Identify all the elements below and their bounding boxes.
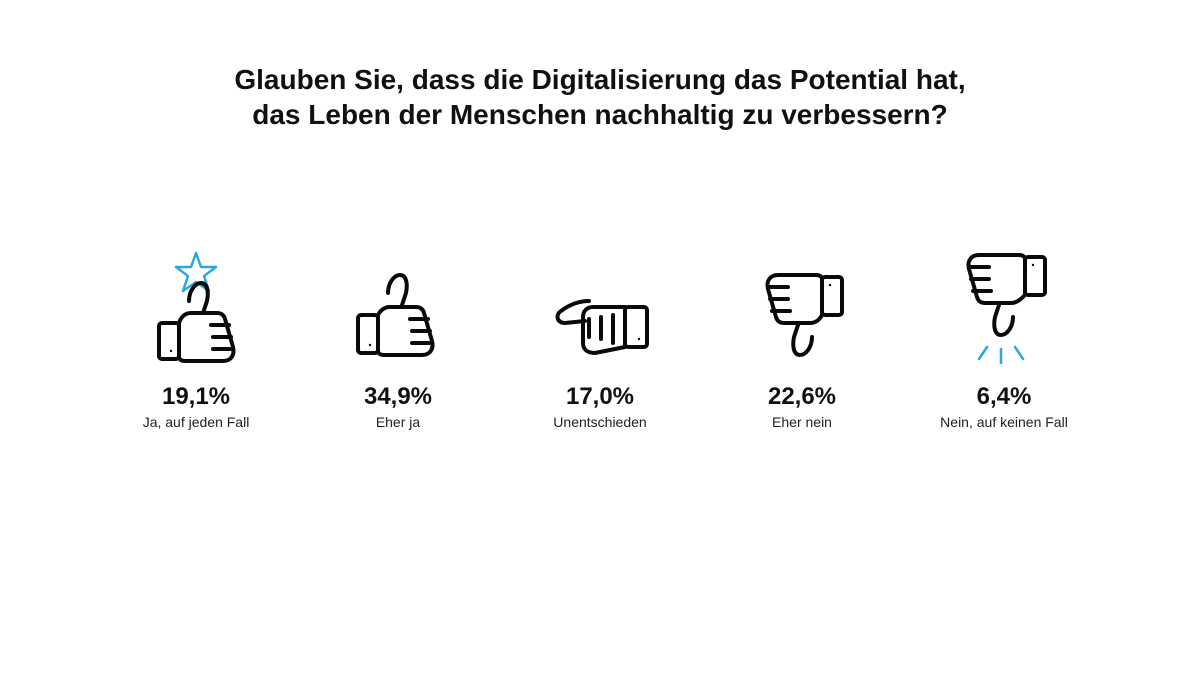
result-label-4: Nein, auf keinen Fall xyxy=(940,414,1068,430)
result-label-0: Ja, auf jeden Fall xyxy=(143,414,250,430)
result-item-1: 34,9% Eher ja xyxy=(323,247,473,430)
result-item-3: 22,6% Eher nein xyxy=(727,247,877,430)
result-pct-1: 34,9% xyxy=(364,383,432,411)
result-label-1: Eher ja xyxy=(376,414,420,430)
thumb-side-icon xyxy=(545,247,655,367)
result-label-3: Eher nein xyxy=(772,414,832,430)
result-pct-3: 22,6% xyxy=(768,383,836,411)
headline: Glauben Sie, dass die Digitalisierung da… xyxy=(234,62,965,132)
result-item-2: 17,0% Unentschieden xyxy=(525,247,675,430)
results-row: 19,1% Ja, auf jeden Fall 34,9% Eher ja xyxy=(121,247,1079,430)
thumb-down-icon xyxy=(752,247,852,367)
result-pct-2: 17,0% xyxy=(566,383,634,411)
result-pct-4: 6,4% xyxy=(977,383,1032,411)
result-pct-0: 19,1% xyxy=(162,383,230,411)
result-label-2: Unentschieden xyxy=(553,414,646,430)
thumb-up-star-icon xyxy=(141,247,251,367)
result-item-0: 19,1% Ja, auf jeden Fall xyxy=(121,247,271,430)
headline-line-2: das Leben der Menschen nachhaltig zu ver… xyxy=(252,99,948,130)
result-item-4: 6,4% Nein, auf keinen Fall xyxy=(929,247,1079,430)
thumb-up-icon xyxy=(348,247,448,367)
headline-line-1: Glauben Sie, dass die Digitalisierung da… xyxy=(234,64,965,95)
thumb-down-impact-icon xyxy=(949,247,1059,367)
